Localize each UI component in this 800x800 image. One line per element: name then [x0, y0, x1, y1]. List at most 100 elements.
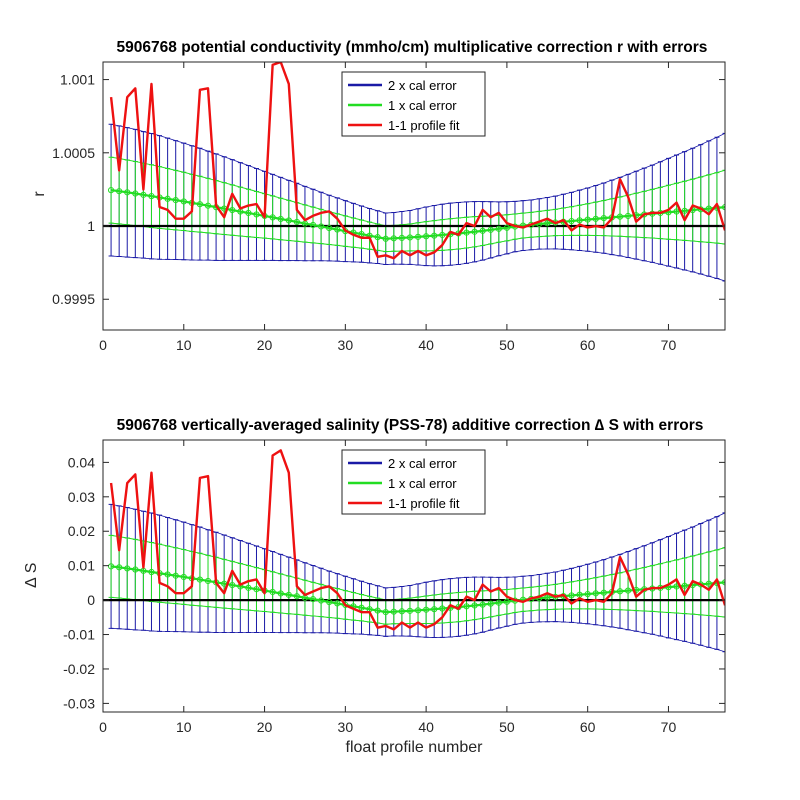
correction-point	[439, 231, 446, 239]
correction-point	[576, 217, 583, 224]
correction-point	[471, 228, 478, 235]
correction-point	[398, 234, 405, 241]
x-tick-label: 0	[99, 337, 107, 353]
correction-point	[616, 213, 624, 220]
x-tick-label: 20	[257, 337, 273, 353]
correction-point	[124, 189, 131, 196]
y-tick-label: 1.0005	[52, 145, 95, 161]
correction-point	[164, 571, 171, 578]
correction-point	[358, 604, 365, 611]
legend: 2 x cal error 1 x cal error 1-1 profile fi…	[341, 449, 486, 515]
x-tick-label: 70	[661, 337, 677, 353]
correction-point	[439, 605, 446, 612]
correction-point	[107, 563, 115, 570]
legend-label: 1 x cal error	[388, 476, 457, 491]
correction-point	[406, 607, 414, 614]
correction-point	[253, 586, 260, 593]
y-tick-label: 1	[87, 218, 95, 234]
correction-point	[285, 591, 292, 598]
y-tick-label: -0.03	[63, 695, 95, 711]
correction-point	[471, 602, 478, 609]
y-tick-label: -0.02	[63, 661, 95, 677]
correction-point	[148, 193, 155, 200]
error-bar-2x	[722, 512, 725, 653]
correction-point	[196, 201, 204, 208]
correction-point	[431, 606, 438, 613]
correction-point	[681, 207, 688, 214]
correction-point	[592, 590, 599, 597]
x-axis-label: float profile number	[346, 739, 484, 756]
correction-point	[382, 608, 389, 616]
correction-point	[172, 197, 179, 204]
error-bar-2x	[722, 132, 725, 282]
correction-point	[681, 582, 688, 589]
correction-point	[342, 601, 349, 609]
correction-point	[229, 581, 236, 589]
correction-point	[245, 209, 252, 217]
x-tick-label: 30	[338, 337, 354, 353]
correction-point	[334, 600, 341, 607]
y-tick-label: 0.01	[68, 558, 95, 574]
correction-point	[600, 589, 607, 596]
correction-point	[705, 580, 712, 587]
correction-point	[544, 220, 551, 227]
x-tick-label: 30	[338, 719, 354, 735]
correction-point	[398, 608, 405, 615]
correction-point	[479, 601, 486, 608]
correction-point	[374, 234, 381, 241]
correction-point	[600, 215, 607, 222]
correction-point	[382, 235, 389, 242]
correction-point	[721, 579, 725, 586]
y-tick-label: 0.04	[68, 454, 95, 470]
y-tick-label: 1.001	[60, 72, 95, 88]
correction-point	[318, 223, 325, 230]
correction-point	[229, 206, 236, 214]
correction-point	[592, 215, 599, 222]
correction-point	[616, 588, 624, 595]
plot-area-salinity: 0 10 20 30 40 50 60 70 -0.03 -0.02 -0.01 0 0.01 0.02 0…	[63, 439, 726, 735]
correction-point	[673, 208, 680, 215]
correction-point	[204, 202, 212, 209]
correction-point	[245, 584, 252, 591]
correction-point	[116, 564, 123, 571]
correction-point	[309, 596, 317, 603]
correction-point	[584, 590, 591, 598]
correction-point	[503, 598, 510, 605]
legend-label: 2 x cal error	[388, 78, 457, 93]
correction-point	[309, 221, 317, 229]
correction-point	[277, 590, 284, 597]
chart-title-salinity: 5906768 vertically-averaged salinity (PS…	[117, 417, 704, 434]
correction-point	[406, 234, 414, 241]
x-tick-label: 40	[418, 719, 434, 735]
correction-point	[487, 600, 494, 607]
x-tick-label: 50	[499, 337, 515, 353]
correction-point	[293, 593, 300, 600]
correction-point	[293, 218, 300, 226]
correction-point	[140, 191, 147, 198]
correction-point	[116, 188, 123, 195]
y-tick-label: 0.03	[68, 489, 95, 505]
x-tick-label: 50	[499, 719, 515, 735]
lower-envelope-2x	[111, 621, 725, 653]
legend-label: 1 x cal error	[388, 98, 457, 113]
profile-fit-line	[109, 449, 725, 631]
correction-point	[269, 214, 276, 221]
correction-point	[285, 217, 292, 224]
plot-marks-conductivity	[103, 62, 725, 282]
x-tick-label: 20	[257, 719, 273, 735]
correction-point	[414, 607, 422, 614]
chart-panel-conductivity: 5906768 potential conductivity (mmho/cm)…	[31, 39, 726, 353]
x-tick-label: 70	[661, 719, 677, 735]
correction-point	[414, 233, 422, 240]
y-tick-label: -0.01	[63, 627, 95, 643]
correction-point	[568, 217, 575, 225]
correction-point	[124, 565, 131, 572]
x-tick-label: 60	[580, 719, 596, 735]
legend-label: 2 x cal error	[388, 456, 457, 471]
correction-point	[180, 198, 187, 205]
correction-point	[326, 224, 333, 232]
axes-box	[102, 61, 726, 331]
correction-point	[172, 572, 179, 579]
correction-point	[495, 599, 502, 606]
correction-point	[253, 211, 260, 218]
